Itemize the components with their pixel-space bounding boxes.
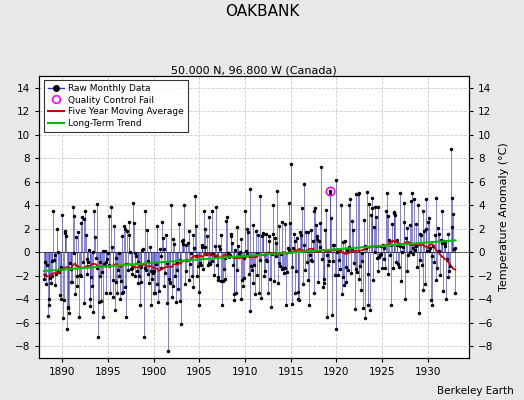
Title: 50.000 N, 96.800 W (Canada): 50.000 N, 96.800 W (Canada) (171, 65, 337, 75)
Text: Berkeley Earth: Berkeley Earth (437, 386, 514, 396)
Y-axis label: Temperature Anomaly (°C): Temperature Anomaly (°C) (499, 142, 509, 291)
Legend: Raw Monthly Data, Quality Control Fail, Five Year Moving Average, Long-Term Tren: Raw Monthly Data, Quality Control Fail, … (44, 80, 188, 132)
Text: OAKBANK: OAKBANK (225, 4, 299, 19)
